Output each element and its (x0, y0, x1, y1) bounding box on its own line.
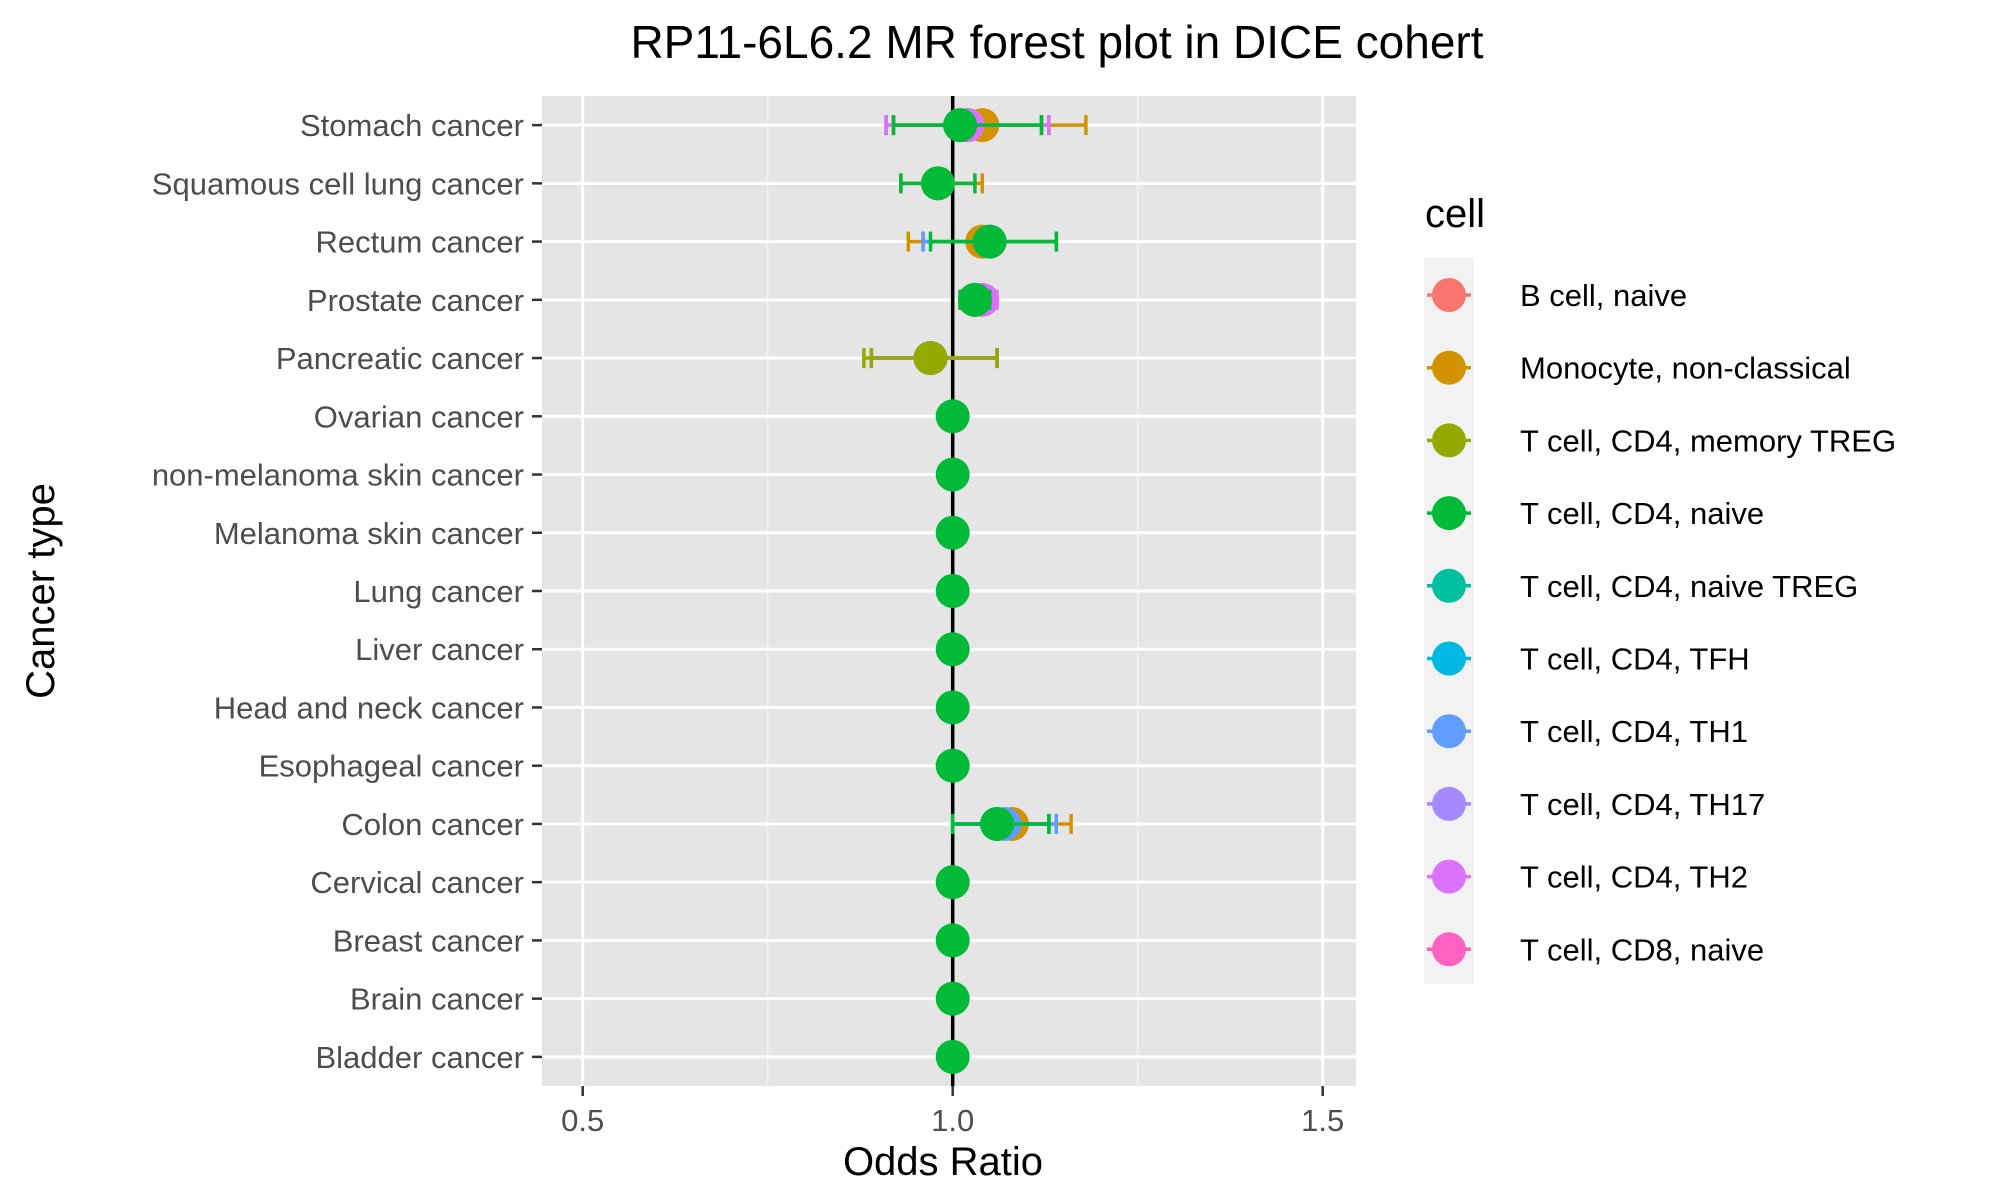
chart-title: RP11-6L6.2 MR forest plot in DICE cohert (630, 16, 1483, 68)
forest-point (935, 574, 970, 608)
forest-point (935, 632, 970, 667)
legend-label: T cell, CD4, naive (1520, 496, 1764, 531)
odds-ratio-point (935, 515, 970, 550)
legend-label: T cell, CD4, TH1 (1520, 714, 1748, 749)
y-tick-label: Ovarian cancer (314, 399, 524, 434)
forest-point (935, 457, 970, 492)
y-tick-label: Cervical cancer (310, 865, 524, 900)
legend-key-point (1432, 714, 1466, 749)
legend-title: cell (1425, 192, 1485, 236)
forest-point (935, 515, 970, 550)
y-axis-title: Cancer type (19, 483, 63, 699)
odds-ratio-point (935, 690, 970, 725)
odds-ratio-point (935, 457, 970, 492)
odds-ratio-point (913, 341, 948, 376)
legend-item: T cell, CD8, naive (1427, 932, 1764, 967)
odds-ratio-point (935, 1039, 970, 1074)
odds-ratio-point (972, 224, 1007, 259)
odds-ratio-point (935, 574, 970, 608)
legend-label: B cell, naive (1520, 278, 1687, 313)
legend-label: T cell, CD4, TH2 (1520, 860, 1748, 895)
forest-point (899, 166, 977, 201)
y-tick-label: non-melanoma skin cancer (152, 458, 524, 493)
x-tick-label: 0.5 (561, 1103, 604, 1138)
forest-point (891, 108, 1044, 143)
forest-point (935, 865, 970, 900)
forest-point (928, 224, 1059, 259)
legend-key-point (1432, 568, 1466, 603)
legend-item: T cell, CD4, TH1 (1427, 714, 1748, 749)
legend-item: T cell, CD4, memory TREG (1427, 423, 1896, 458)
legend-item: T cell, CD4, naive (1427, 496, 1764, 531)
legend-key-point (1432, 932, 1466, 967)
odds-ratio-point (935, 981, 970, 1016)
y-tick-label: Colon cancer (341, 807, 524, 842)
legend-key-point (1432, 641, 1466, 676)
y-tick-label: Stomach cancer (300, 108, 524, 143)
forest-point (935, 923, 970, 958)
x-axis-title: Odds Ratio (843, 1140, 1043, 1184)
x-tick-label: 1.0 (931, 1103, 974, 1138)
legend: cell B cell, naive Monocyte, non-classica… (1424, 192, 1896, 984)
legend-item: Monocyte, non-classical (1427, 350, 1851, 386)
y-tick-label: Melanoma skin cancer (214, 516, 524, 551)
y-tick-label: Bladder cancer (315, 1040, 524, 1075)
forest-point (869, 341, 999, 376)
legend-label: T cell, CD4, naive TREG (1520, 569, 1858, 604)
odds-ratio-point (935, 399, 970, 434)
legend-items: B cell, naive Monocyte, non-classical T ce… (1427, 278, 1896, 967)
legend-key-point (1432, 278, 1466, 312)
y-tick-label: Rectum cancer (316, 225, 524, 260)
y-tick-label: Lung cancer (353, 574, 524, 609)
y-axis-ticks: Stomach cancer Squamous cell lung cancer R… (152, 108, 542, 1075)
y-tick-label: Squamous cell lung cancer (152, 166, 524, 201)
legend-item: T cell, CD4, TFH (1427, 641, 1750, 677)
forest-point (950, 806, 1051, 841)
legend-key-point (1432, 350, 1466, 385)
forest-point (957, 282, 992, 317)
y-tick-label: Prostate cancer (307, 283, 524, 318)
odds-ratio-point (935, 865, 970, 900)
legend-label: Monocyte, non-classical (1520, 351, 1851, 386)
forest-point (935, 1039, 970, 1074)
legend-label: T cell, CD4, TFH (1520, 642, 1750, 677)
odds-ratio-point (935, 632, 970, 667)
odds-ratio-point (980, 806, 1015, 841)
y-tick-label: Breast cancer (333, 923, 524, 958)
legend-key-point (1432, 859, 1466, 894)
odds-ratio-point (935, 923, 970, 958)
forest-point (935, 981, 970, 1016)
odds-ratio-point (935, 748, 970, 783)
y-tick-label: Liver cancer (355, 632, 524, 667)
y-tick-label: Esophageal cancer (259, 749, 524, 784)
forest-point (935, 748, 970, 783)
y-tick-label: Brain cancer (350, 982, 524, 1017)
legend-item: B cell, naive (1427, 278, 1687, 313)
y-tick-label: Pancreatic cancer (276, 341, 524, 376)
x-tick-label: 1.5 (1301, 1103, 1344, 1138)
odds-ratio-point (943, 108, 978, 143)
x-axis-ticks: 0.5 1.0 1.5 (561, 1086, 1344, 1138)
legend-item: T cell, CD4, TH17 (1427, 786, 1765, 822)
forest-point (935, 399, 970, 434)
legend-key-point (1432, 423, 1466, 458)
forest-point (935, 690, 970, 725)
legend-label: T cell, CD4, TH17 (1520, 787, 1765, 822)
legend-item: T cell, CD4, TH2 (1427, 859, 1748, 895)
legend-key-point (1432, 496, 1466, 531)
data-marks (862, 96, 1088, 1086)
y-tick-label: Head and neck cancer (214, 690, 524, 725)
legend-item: T cell, CD4, naive TREG (1427, 568, 1858, 604)
legend-label: T cell, CD4, memory TREG (1520, 423, 1896, 458)
odds-ratio-point (920, 166, 955, 201)
legend-label: T cell, CD8, naive (1520, 932, 1764, 967)
odds-ratio-point (957, 282, 992, 317)
legend-key-point (1432, 786, 1466, 821)
